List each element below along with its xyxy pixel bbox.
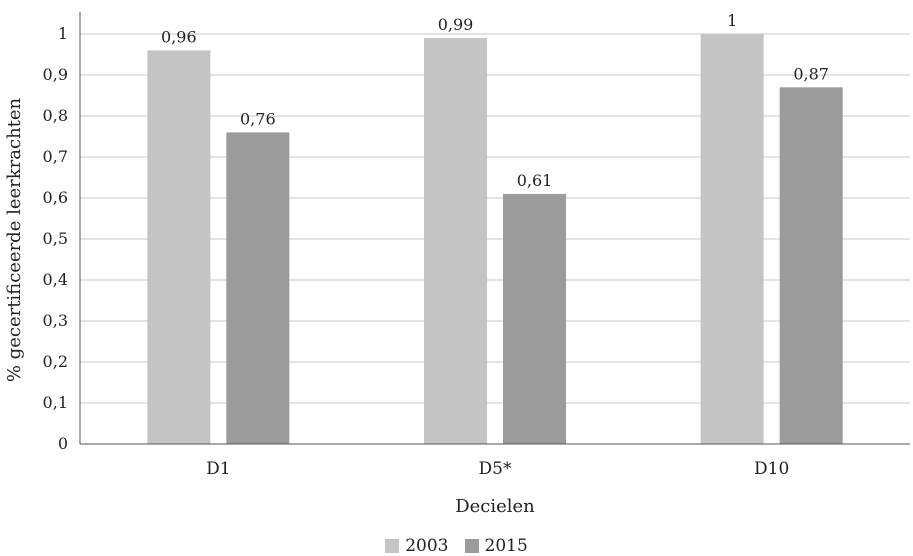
legend-item-2003: 2003 — [385, 536, 449, 556]
data-labels: 0,96 0,76 0,99 0,61 1 0,87 — [161, 11, 829, 190]
y-axis-title: % gecertificeerde leerkrachten — [4, 97, 25, 382]
bar-2003-D10 — [700, 34, 764, 444]
bar-2015-D10 — [779, 87, 843, 445]
y-tick-label: 0,8 — [43, 106, 68, 125]
bar-chart: 00,10,20,30,40,50,60,70,80,91 0,960,760,… — [4, 11, 910, 517]
bar-2015-D5* — [503, 193, 566, 444]
y-tick-label: 0,4 — [43, 270, 68, 289]
data-label: 0,61 — [517, 171, 553, 190]
data-label: 0,96 — [161, 27, 197, 46]
x-tick-label: D10 — [754, 459, 789, 479]
data-label: 0,87 — [793, 64, 829, 83]
legend-item-2015: 2015 — [464, 536, 528, 556]
data-label: 1 — [727, 11, 737, 30]
y-tick-label: 0,2 — [43, 352, 68, 371]
x-tick-label: D5* — [479, 459, 512, 479]
legend: 2003 2015 — [0, 536, 913, 556]
y-tick-label: 1 — [58, 24, 68, 43]
data-label: 0,99 — [438, 15, 474, 34]
y-tick-label: 0,5 — [43, 229, 68, 248]
y-tick-label: 0 — [58, 434, 68, 453]
y-tick-label: 0,1 — [43, 393, 68, 412]
legend-label-2015: 2015 — [484, 536, 528, 556]
bars — [147, 34, 843, 445]
y-axis-ticks: 0 0,1 0,2 0,3 0,4 0,5 0,6 0,7 0,8 0,9 1 — [43, 24, 68, 453]
x-tick-label: D1 — [206, 459, 230, 479]
y-tick-label: 0,7 — [43, 147, 68, 166]
bar-2003-D1 — [147, 50, 211, 445]
y-tick-label: 0,9 — [43, 65, 68, 84]
x-axis-ticks: D1 D5* D10 — [206, 459, 789, 479]
gridlines — [80, 33, 910, 404]
y-tick-label: 0,6 — [43, 188, 68, 207]
legend-swatch-2003 — [385, 539, 400, 553]
legend-label-2003: 2003 — [405, 536, 449, 556]
data-label: 0,76 — [240, 109, 276, 128]
x-axis-title: Decielen — [455, 496, 535, 517]
bar-2015-D1 — [226, 132, 290, 444]
y-tick-label: 0,3 — [43, 311, 68, 330]
bar-2003-D5* — [424, 38, 487, 444]
legend-swatch-2015 — [464, 539, 479, 553]
